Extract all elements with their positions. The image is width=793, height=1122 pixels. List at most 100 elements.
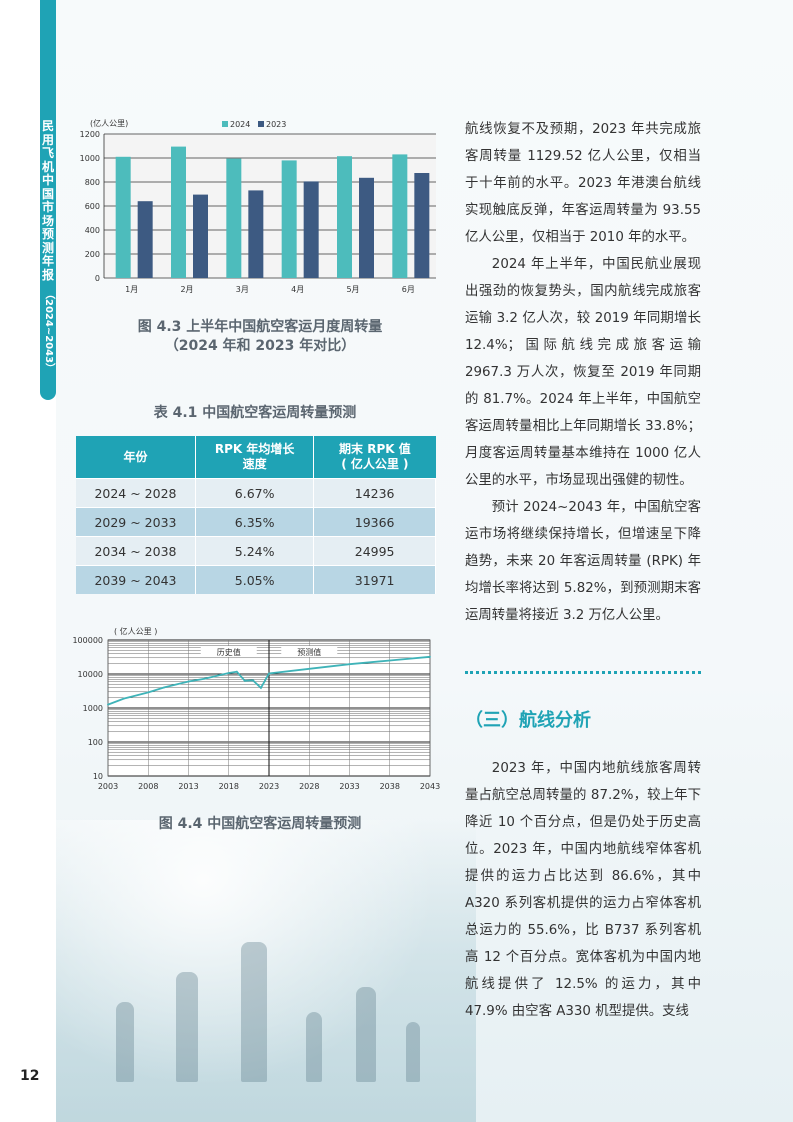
cell-growth: 6.35% [195,507,315,537]
cell-rpk: 14236 [313,478,436,508]
x-tick-label: 5月 [346,285,359,294]
y-tick-label: 100 [88,738,103,747]
paragraph-4: 2023 年，中国内地航线旅客周转量占航空总周转量的 87.2%，较上年下降近 … [465,761,701,1019]
bar-2024-1 [115,156,131,278]
side-years: （2024~2043） [43,288,54,374]
forecast-label: 预测值 [297,647,321,657]
y-tick-label: 1200 [80,130,100,139]
rpk-point-2038 [388,659,391,662]
table-4-1-caption: 表 4.1 中国航空客运周转量预测 [153,405,357,421]
bar-2024-2 [171,146,186,278]
cell-rpk: 31971 [313,565,436,594]
rpk-point-2022 [260,687,262,689]
bar-chart-monthly-rpk: 0 200 400 600 800 1000 1200 (亿人公里) 2024 2023 1月 2月 3… [80,118,436,294]
rpk-point-2019 [235,670,238,673]
bar-2023-4 [303,181,319,278]
x-tick-label: 3月 [236,285,249,294]
bar-2024-5 [337,156,352,278]
x-tick-label: 2023 [259,782,279,791]
header-growth: RPK 年均增长 速度 [195,436,315,479]
header-year: 年份 [76,436,196,479]
side-title: 民用飞机中国市场预测年报 [41,119,54,282]
y-tick-label: 10 [93,772,103,781]
x-tick-label: 2038 [380,782,400,791]
header-rpk-value: 期末 RPK 值( 亿人公里 ) [313,436,436,479]
y-unit-label: ( 亿人公里 ) [114,626,157,636]
paragraph-2: 2024 年上半年，中国民航业展现出强劲的恢复势头，国内航线完成旅客运输 3.2… [465,257,701,488]
bar-2024-4 [281,160,297,278]
rpk-point-2010 [163,686,166,689]
x-tick-label: 2月 [180,285,193,294]
table-header-row: 年份 RPK 年均增长 速度 期末 RPK 值( 亿人公里 ) [76,436,436,479]
bar-2024-3 [226,158,242,278]
bar-2023-5 [359,177,374,278]
rpk-point-2008 [147,691,150,694]
y-tick-label: 0 [95,274,100,283]
rpk-point-2023 [268,672,270,675]
x-tick-label: 2033 [339,782,359,791]
y-tick-label: 600 [85,202,100,211]
x-tick-label: 2028 [299,782,319,791]
bar-2023-3 [248,190,264,278]
paragraph-3: 预计 2024~2043 年，中国航空客运市场将继续保持增长，但增速呈下降趋势，… [465,500,701,623]
bar-2023-2 [193,194,208,278]
table-row: 2034 ~ 2038 5.24% 24995 [76,536,436,566]
right-column-lower: 2023 年，中国内地航线旅客周转量占航空总周转量的 87.2%，较上年下降近 … [465,755,701,1025]
legend-swatch-2024 [222,121,228,127]
legend-swatch-2023 [258,121,264,127]
right-column-upper: 航线恢复不及预期，2023 年共完成旅客周转量 1129.52 亿人公里，仅相当… [465,116,701,629]
cell-rpk: 24995 [313,536,436,566]
cell-growth: 5.24% [195,536,315,566]
cell-period: 2024 ~ 2028 [76,478,196,508]
rpk-point-2005 [123,697,125,700]
y-tick-label: 1000 [83,704,103,713]
paragraph-1: 航线恢复不及预期，2023 年共完成旅客周转量 1129.52 亿人公里，仅相当… [465,122,701,245]
y-tick-label: 400 [85,226,100,235]
x-tick-label: 2013 [178,782,198,791]
table-row: 2024 ~ 2028 6.67% 14236 [76,478,436,508]
figure-4-3-caption-line2: （2024 年和 2023 年对比） [164,338,356,354]
y-tick-label: 200 [85,250,100,259]
forecast-label-bg [281,646,338,657]
rpk-point-2015 [203,677,206,680]
rpk-point-2033 [348,663,351,666]
section-title: （三）航线分析 [465,710,591,731]
cell-period: 2029 ~ 2033 [76,507,196,537]
airport-crowd-image [56,820,476,1122]
figure-4-3-caption-line1: 图 4.3 上半年中国航空客运月度周转量 [137,319,383,335]
section-divider [465,671,701,674]
cell-growth: 6.67% [195,478,315,508]
cell-rpk: 19366 [313,507,436,537]
rpk-point-2018 [227,672,230,674]
side-tab [40,0,56,400]
y-unit-label: (亿人公里) [90,118,128,128]
page-number: 12 [20,1068,40,1084]
table-row: 2029 ~ 2033 6.35% 19366 [76,507,436,537]
x-tick-label: 1月 [125,285,138,294]
x-tick-label: 2018 [219,782,239,791]
x-tick-label: 6月 [402,285,415,294]
rpk-point-2028 [308,667,311,670]
rpk-point-2003 [107,703,109,706]
bar-2023-1 [137,201,153,278]
bar-2024-6 [392,154,408,278]
rpk-point-2020 [243,679,246,682]
line-chart-rpk-forecast: 10 100 1000 10000 100000 2003 2008 2013 2018 2023… [72,626,440,791]
y-tick-label: 1000 [80,154,100,163]
x-tick-label: 2008 [138,782,158,791]
cell-period: 2039 ~ 2043 [76,565,196,594]
bar-2023-6 [414,173,430,278]
legend-label-2023: 2023 [266,120,286,129]
cell-period: 2034 ~ 2038 [76,536,196,566]
legend-label-2024: 2024 [230,120,250,129]
figure-4-4-caption: 图 4.4 中国航空客运周转量预测 [158,816,362,832]
history-label-bg [200,646,257,657]
rpk-series-line [107,655,431,706]
y-tick-label: 10000 [78,670,103,679]
x-tick-label: 2003 [98,782,118,791]
y-tick-label: 100000 [72,636,103,645]
cell-growth: 5.05% [195,565,315,594]
rpk-point-2043 [429,655,431,658]
x-tick-label: 4月 [291,285,304,294]
table-row: 2039 ~ 2043 5.05% 31971 [76,565,436,594]
